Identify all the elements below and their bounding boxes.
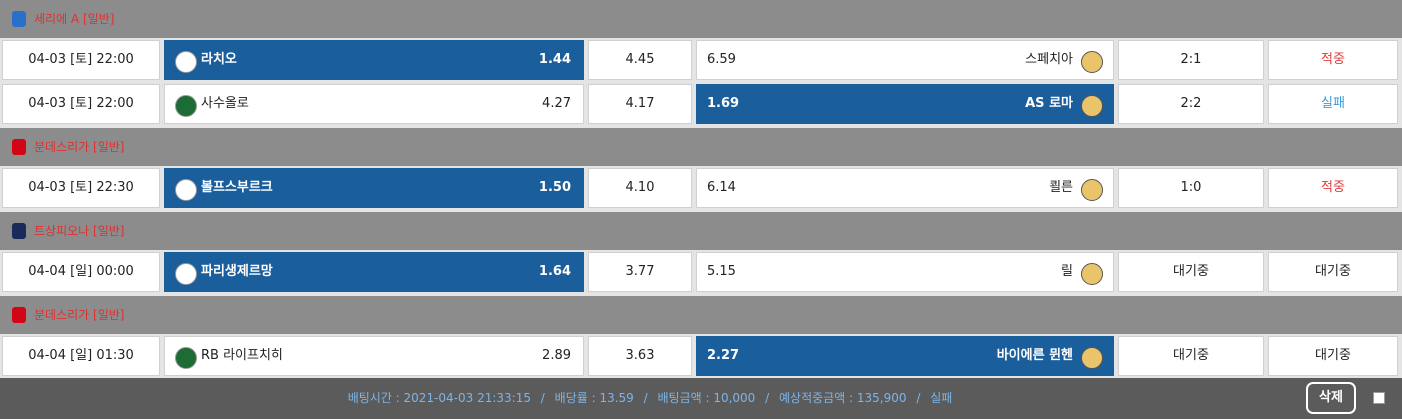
team-logo xyxy=(1081,263,1103,285)
away-team: 바이에른 뮌헨 xyxy=(996,348,1073,363)
home-odds: 1.64 xyxy=(538,264,571,279)
score: 대기중 xyxy=(1118,336,1264,376)
league-icon xyxy=(12,139,26,155)
result: 대기중 xyxy=(1268,252,1398,292)
footer: 배팅시간 : 2021-04-03 21:33:15 / 배당률 : 13.59… xyxy=(0,378,1402,419)
league-header: 세리에 A [일반] xyxy=(0,0,1402,38)
away-team: 쾰른 xyxy=(1049,180,1073,195)
draw-odds: 3.63 xyxy=(588,336,692,376)
result: 실패 xyxy=(1268,84,1398,124)
summary-item: 배팅시간 : 2021-04-03 21:33:15 xyxy=(347,391,531,405)
draw-odds: 4.45 xyxy=(588,40,692,80)
result: 대기중 xyxy=(1268,336,1398,376)
league-icon xyxy=(12,11,26,27)
away-cell: 1.69 AS 로마 xyxy=(696,84,1114,124)
away-odds: 6.14 xyxy=(707,180,736,195)
team-logo xyxy=(1081,51,1103,73)
away-odds: 6.59 xyxy=(707,52,736,67)
home-odds: 4.27 xyxy=(542,96,571,111)
match-time: 04-04 [일] 00:00 xyxy=(2,252,160,292)
home-cell: 라치오 1.44 xyxy=(164,40,584,80)
score: 2:1 xyxy=(1118,40,1264,80)
draw-odds: 3.77 xyxy=(588,252,692,292)
delete-button[interactable]: 삭제 xyxy=(1306,382,1356,414)
home-odds: 1.44 xyxy=(538,52,571,67)
score: 대기중 xyxy=(1118,252,1264,292)
summary-item: 실패 xyxy=(930,391,953,405)
home-odds: 1.50 xyxy=(538,180,571,195)
team-logo xyxy=(175,95,197,117)
draw-odds: 4.17 xyxy=(588,84,692,124)
away-cell: 6.14 쾰른 xyxy=(696,168,1114,208)
home-team: 라치오 xyxy=(201,52,237,67)
match-time: 04-03 [토] 22:30 xyxy=(2,168,160,208)
away-odds: 2.27 xyxy=(707,348,740,363)
team-logo xyxy=(1081,95,1103,117)
match-time: 04-03 [토] 22:00 xyxy=(2,40,160,80)
away-odds: 5.15 xyxy=(707,264,736,279)
home-team: 사수올로 xyxy=(201,96,249,111)
home-odds: 2.89 xyxy=(542,348,571,363)
home-cell: 사수올로 4.27 xyxy=(164,84,584,124)
team-logo xyxy=(175,51,197,73)
away-team: 스페치아 xyxy=(1025,52,1073,67)
league-header: 트상피오나 [일반] xyxy=(0,212,1402,250)
score: 1:0 xyxy=(1118,168,1264,208)
away-cell: 6.59 스페치아 xyxy=(696,40,1114,80)
home-team: RB 라이프치히 xyxy=(201,348,283,363)
team-logo xyxy=(1081,179,1103,201)
home-cell: 볼프스부르크 1.50 xyxy=(164,168,584,208)
separator: / xyxy=(639,391,652,405)
separator: / xyxy=(912,391,925,405)
select-checkbox[interactable] xyxy=(1373,392,1385,404)
home-team: 볼프스부르크 xyxy=(201,180,273,195)
summary-item: 예상적중금액 : 135,900 xyxy=(778,391,907,405)
team-logo xyxy=(1081,347,1103,369)
result: 적중 xyxy=(1268,40,1398,80)
away-team: AS 로마 xyxy=(1025,96,1073,111)
separator: / xyxy=(536,391,549,405)
team-logo xyxy=(175,263,197,285)
footer-summary: 배팅시간 : 2021-04-03 21:33:15 / 배당률 : 13.59… xyxy=(0,378,1300,419)
home-cell: 파리생제르망 1.64 xyxy=(164,252,584,292)
match-time: 04-03 [토] 22:00 xyxy=(2,84,160,124)
team-logo xyxy=(175,347,197,369)
away-cell: 2.27 바이에른 뮌헨 xyxy=(696,336,1114,376)
summary-item: 배팅금액 : 10,000 xyxy=(657,391,756,405)
home-cell: RB 라이프치히 2.89 xyxy=(164,336,584,376)
league-icon xyxy=(12,307,26,323)
away-cell: 5.15 릴 xyxy=(696,252,1114,292)
league-icon xyxy=(12,223,26,239)
draw-odds: 4.10 xyxy=(588,168,692,208)
team-logo xyxy=(175,179,197,201)
result: 적중 xyxy=(1268,168,1398,208)
league-header: 분데스리가 [일반] xyxy=(0,296,1402,334)
away-odds: 1.69 xyxy=(707,96,740,111)
score: 2:2 xyxy=(1118,84,1264,124)
separator: / xyxy=(761,391,773,405)
summary-item: 배당률 : 13.59 xyxy=(554,391,634,405)
away-team: 릴 xyxy=(1061,264,1073,279)
league-header: 분데스리가 [일반] xyxy=(0,128,1402,166)
home-team: 파리생제르망 xyxy=(201,264,273,279)
match-time: 04-04 [일] 01:30 xyxy=(2,336,160,376)
